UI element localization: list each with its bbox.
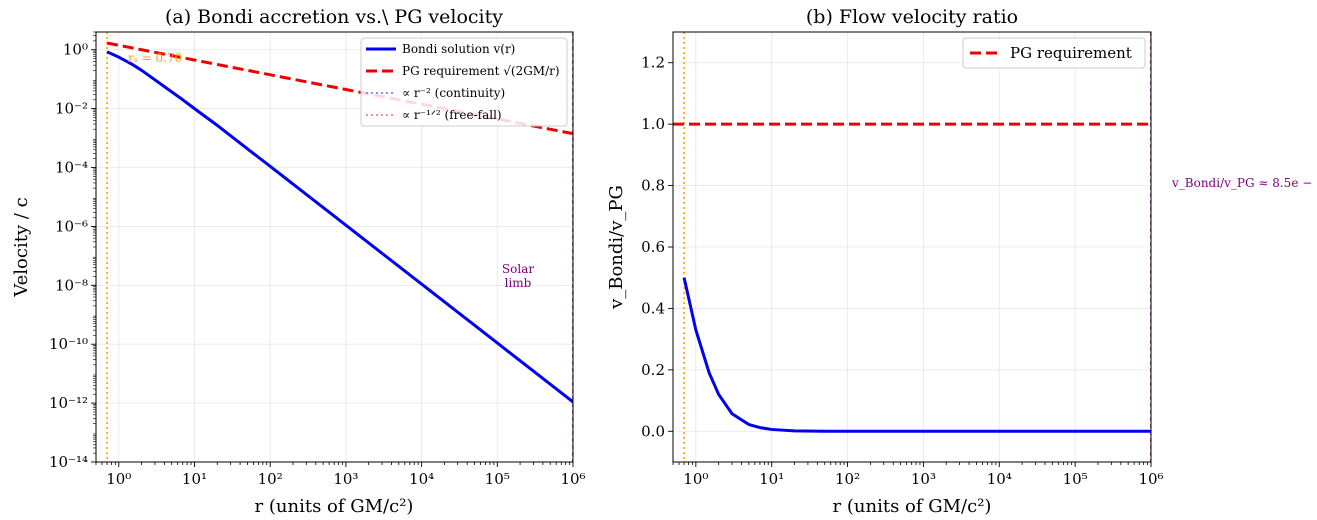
panel-b-x-tick-label-6: 10⁶	[1138, 470, 1163, 488]
panel-a-axes-frame	[95, 31, 574, 463]
panel-b-y-tick-label-2: 0.4	[641, 299, 665, 317]
panel-a-x-tick-label-6: 10⁶	[560, 470, 585, 488]
panel-b-x-tick-label-4: 10⁴	[987, 470, 1012, 488]
panel-a-x-tick-label-3: 10³	[333, 470, 358, 488]
panel-b-y-axis-label: v_Bondi/v_PG	[606, 185, 627, 310]
panel-b-axes-frame	[672, 31, 1152, 463]
solar-limb-label-line1: Solar	[502, 262, 534, 276]
panel-b-x-tick-label-3: 10³	[911, 470, 936, 488]
panel-a-y-tick-label-6: 10⁻¹²	[49, 394, 88, 412]
panel-b-y-tick-label-4: 0.8	[641, 177, 665, 195]
panel-a-series-line-0	[106, 50, 573, 404]
panel-b-y-tick-label-3: 0.6	[641, 238, 665, 256]
panel-a-y-tick-label-1: 10⁻²	[55, 100, 88, 118]
panel-b-x-axis-label: r (units of GM/c²)	[833, 496, 992, 517]
panel-a-x-tick-label-5: 10⁵	[485, 470, 510, 488]
panel-a-legend-label-3: ∝ r⁻¹ᐟ² (free-fall)	[402, 108, 502, 122]
panel-a-x-tick-label-0: 10⁰	[106, 470, 131, 488]
panel-b-series-line-0	[682, 277, 1151, 433]
panel-b-y-tick-label-1: 0.2	[641, 361, 665, 379]
panel-a-y-tick-label-0: 10⁰	[63, 41, 88, 59]
ratio-annotation: v_Bondi/v_PG ≈ 8.5e − 10	[1171, 176, 1317, 190]
panel-a-y-axis-label: Velocity / c	[11, 197, 32, 297]
panel-a-x-axis-label: r (units of GM/c²)	[255, 496, 414, 517]
solar-limb-label-line2: limb	[505, 276, 532, 290]
panel-b-x-tick-label-1: 10¹	[759, 470, 784, 488]
panel-b-x-tick-label-5: 10⁵	[1063, 470, 1088, 488]
panel-a-y-tick-label-5: 10⁻¹⁰	[49, 335, 88, 353]
panel-a-x-tick-label-1: 10¹	[182, 470, 207, 488]
panel-b-y-tick-label-0: 0.0	[641, 422, 665, 440]
panel-a-legend-box	[360, 37, 568, 127]
panel-b-legend: PG requirement	[962, 37, 1146, 69]
panel-b-legend-box	[962, 37, 1146, 69]
panel-a-y-tick-label-3: 10⁻⁶	[55, 217, 88, 235]
panel-b-y-tick-label-5: 1.0	[641, 115, 665, 133]
panel-a-legend: Bondi solution v(r) PG requirement √(2GM/…	[360, 37, 568, 127]
panel-a-legend-label-1: PG requirement √(2GM/r)	[402, 64, 560, 78]
panel-a-x-tick-label-2: 10²	[258, 470, 283, 488]
panel-b-title: (b) Flow velocity ratio	[806, 6, 1018, 28]
panel-b-x-tick-label-0: 10⁰	[683, 470, 708, 488]
panel-b-y-tick-label-6: 1.2	[641, 54, 665, 72]
panel-a-legend-label-2: ∝ r⁻² (continuity)	[402, 86, 505, 100]
panel-a-legend-label-0: Bondi solution v(r)	[402, 42, 515, 56]
panel-b-legend-label-0: PG requirement	[1010, 44, 1132, 62]
panel-a-x-tick-label-4: 10⁴	[409, 470, 434, 488]
panel-a-y-tick-label-2: 10⁻⁴	[55, 159, 88, 177]
rs-annotation: rₛ = 0.70	[128, 51, 182, 65]
chart-panel-a: 10⁰ 10¹ 10² 10³ 10⁴ 10⁵ 10⁶ 10⁰ 10⁻² 10⁻⁴ 10⁻⁶ 10⁻⁸…	[11, 6, 586, 517]
panel-b-x-tick-label-2: 10²	[835, 470, 860, 488]
panel-a-y-tick-label-7: 10⁻¹⁴	[49, 453, 88, 471]
chart-panel-b: 10⁰ 10¹ 10² 10³ 10⁴ 10⁵ 10⁶ 0.0 0.2 0.4 0.6 0.8 1.0 1…	[606, 6, 1164, 517]
panel-a-y-tick-label-4: 10⁻⁸	[55, 276, 88, 294]
panel-a-title: (a) Bondi accretion vs.\ PG velocity	[165, 6, 503, 28]
